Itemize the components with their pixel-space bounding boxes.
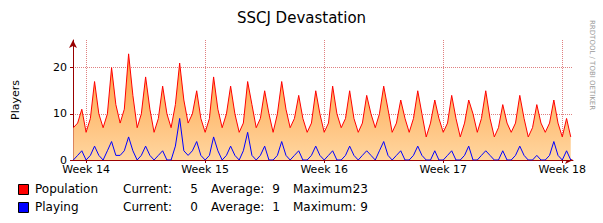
svg-text:SSCJ Devastation: SSCJ Devastation [237,9,366,27]
svg-text:RRDTOOL / TOBI OETIKER: RRDTOOL / TOBI OETIKER [588,20,596,110]
svg-text:0: 0 [190,200,198,214]
svg-text:Players: Players [9,80,22,120]
svg-text:Population: Population [35,182,98,196]
svg-text:Current:: Current: [123,182,172,196]
svg-text:0: 0 [60,153,67,167]
svg-text:Current:: Current: [123,200,172,214]
svg-text:Maximum:: Maximum: [293,200,356,214]
svg-text:23: 23 [353,182,368,196]
svg-text:Week 14: Week 14 [62,163,110,176]
svg-text:9: 9 [272,182,280,196]
svg-text:Week 18: Week 18 [538,163,586,176]
svg-text:20: 20 [53,61,67,74]
svg-text:Week 16: Week 16 [300,163,348,176]
svg-text:Playing: Playing [35,200,79,214]
svg-text:9: 9 [360,200,368,214]
svg-text:Maximum:: Maximum: [293,182,356,196]
svg-text:Average:: Average: [211,182,264,196]
svg-text:Week 17: Week 17 [419,163,467,176]
svg-text:5: 5 [190,182,198,196]
svg-text:Average:: Average: [211,200,264,214]
svg-text:10: 10 [53,107,67,120]
svg-text:Week 15: Week 15 [181,163,229,176]
svg-text:1: 1 [272,200,280,214]
